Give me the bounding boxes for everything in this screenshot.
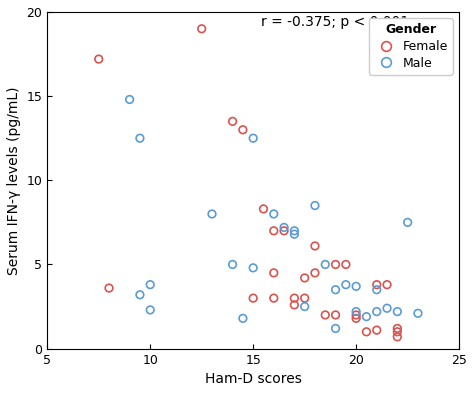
Female [311,243,319,249]
Female [249,295,257,301]
Female [373,327,381,333]
Male [136,292,144,298]
Male [393,309,401,315]
X-axis label: Ham-D scores: Ham-D scores [205,372,301,386]
Female [229,118,237,125]
Female [311,270,319,276]
Female [332,261,339,268]
Male [373,286,381,293]
Male [332,286,339,293]
Female [301,295,309,301]
Male [208,211,216,217]
Female [342,261,350,268]
Female [291,302,298,308]
Male [146,281,154,288]
Male [291,231,298,237]
Female [393,325,401,332]
Male [373,309,381,315]
Female [239,127,246,133]
Male [404,219,411,226]
Male [146,307,154,313]
Female [260,206,267,212]
Female [270,270,278,276]
Female [95,56,102,62]
Female [301,275,309,281]
Female [352,315,360,321]
Female [352,312,360,318]
Female [105,285,113,291]
Male [311,202,319,209]
Female [280,228,288,234]
Male [414,310,422,316]
Female [270,295,278,301]
Female [291,295,298,301]
Male [270,211,278,217]
Male [126,96,133,103]
Male [383,305,391,311]
Female [198,26,206,32]
Female [383,281,391,288]
Female [393,329,401,335]
Male [363,314,370,320]
Male [136,135,144,141]
Female [393,334,401,340]
Male [291,228,298,234]
Male [352,283,360,290]
Male [249,265,257,271]
Y-axis label: Serum IFN-γ levels (pg/mL): Serum IFN-γ levels (pg/mL) [7,86,21,275]
Male [239,315,246,321]
Female [373,281,381,288]
Male [249,135,257,141]
Female [363,329,370,335]
Male [321,261,329,268]
Text: r = -0.375; p < 0.001: r = -0.375; p < 0.001 [262,15,410,29]
Male [301,303,309,310]
Male [342,281,350,288]
Female [321,312,329,318]
Male [229,261,237,268]
Female [270,228,278,234]
Female [332,312,339,318]
Male [352,309,360,315]
Male [332,325,339,332]
Legend: Female, Male: Female, Male [369,18,453,75]
Male [280,224,288,231]
